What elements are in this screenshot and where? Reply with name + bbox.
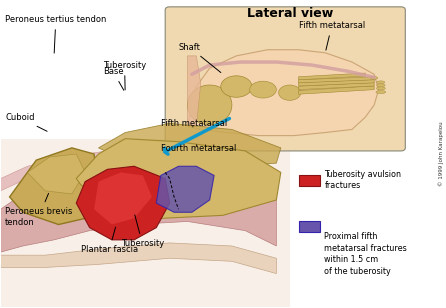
FancyBboxPatch shape [298,175,320,186]
Text: Peroneus brevis
tendon: Peroneus brevis tendon [5,193,73,226]
Polygon shape [1,243,277,274]
Text: Base: Base [103,67,124,90]
Polygon shape [27,154,85,194]
FancyBboxPatch shape [298,221,320,232]
Polygon shape [1,151,148,191]
Text: Fifth metatarsal: Fifth metatarsal [298,21,365,50]
Ellipse shape [250,81,277,98]
Ellipse shape [377,81,385,84]
Text: Tuberosity: Tuberosity [103,61,146,90]
Polygon shape [298,86,374,94]
Text: Fifth metatarsal: Fifth metatarsal [161,120,227,128]
Text: © 1999 John Karapelou: © 1999 John Karapelou [439,122,444,186]
Ellipse shape [376,87,385,90]
Text: Lateral view: Lateral view [247,7,333,20]
Polygon shape [76,166,169,240]
Polygon shape [298,79,374,86]
Polygon shape [76,139,281,218]
Text: Tuberosity: Tuberosity [121,215,164,248]
Polygon shape [298,73,365,80]
Ellipse shape [187,85,232,125]
Ellipse shape [376,91,386,94]
Ellipse shape [279,85,301,100]
Text: Fourth metatarsal: Fourth metatarsal [161,144,236,153]
Text: Tuberosity avulsion
fractures: Tuberosity avulsion fractures [324,170,401,190]
Polygon shape [187,50,379,136]
Text: Proximal fifth
metatarsal fractures
within 1.5 cm
of the tuberosity: Proximal fifth metatarsal fractures with… [324,232,407,276]
Polygon shape [298,83,374,90]
Text: Plantar fascia: Plantar fascia [81,227,138,254]
Text: Peroneus tertius tendon: Peroneus tertius tendon [5,15,107,53]
Ellipse shape [221,76,252,97]
Polygon shape [94,172,152,225]
Polygon shape [1,160,277,252]
Ellipse shape [376,84,385,87]
Ellipse shape [371,77,378,79]
FancyBboxPatch shape [165,7,405,151]
Polygon shape [187,56,201,126]
Polygon shape [9,148,99,225]
Text: Shaft: Shaft [178,43,221,73]
Text: Cuboid: Cuboid [5,113,47,131]
Polygon shape [156,166,214,212]
Polygon shape [298,77,374,83]
Polygon shape [99,123,281,166]
Polygon shape [1,139,290,307]
